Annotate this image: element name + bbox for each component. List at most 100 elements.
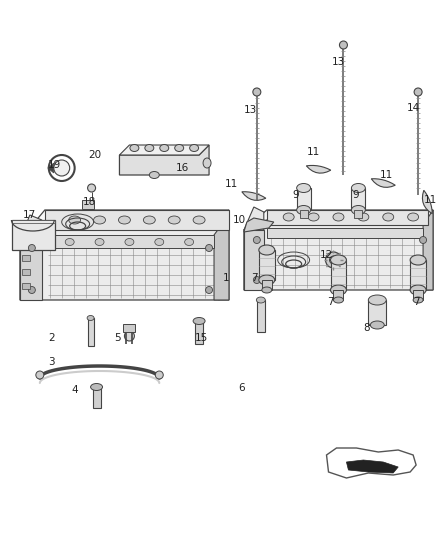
Bar bbox=[300, 210, 307, 218]
Ellipse shape bbox=[256, 297, 265, 303]
Polygon shape bbox=[306, 165, 331, 173]
Ellipse shape bbox=[205, 245, 212, 252]
Text: 11: 11 bbox=[307, 147, 320, 157]
Bar bbox=[124, 324, 135, 332]
Polygon shape bbox=[423, 210, 433, 290]
Bar bbox=[354, 210, 362, 218]
Text: 19: 19 bbox=[48, 160, 61, 170]
Ellipse shape bbox=[325, 252, 342, 268]
Ellipse shape bbox=[331, 255, 346, 265]
Text: 11: 11 bbox=[424, 195, 437, 205]
Text: 16: 16 bbox=[176, 163, 189, 173]
Ellipse shape bbox=[410, 255, 426, 265]
Ellipse shape bbox=[414, 88, 422, 96]
Ellipse shape bbox=[175, 144, 184, 151]
Ellipse shape bbox=[65, 238, 74, 246]
Ellipse shape bbox=[253, 277, 260, 284]
Ellipse shape bbox=[413, 297, 423, 303]
Polygon shape bbox=[20, 210, 229, 240]
Text: 5: 5 bbox=[114, 333, 121, 343]
Ellipse shape bbox=[331, 285, 346, 295]
Ellipse shape bbox=[28, 245, 35, 252]
Text: 2: 2 bbox=[49, 333, 55, 343]
Bar bbox=[12, 220, 55, 223]
Ellipse shape bbox=[28, 287, 35, 294]
Ellipse shape bbox=[130, 144, 139, 151]
Bar bbox=[368, 300, 386, 325]
Ellipse shape bbox=[87, 316, 94, 320]
Bar bbox=[333, 290, 343, 300]
Ellipse shape bbox=[155, 238, 164, 246]
Text: 13: 13 bbox=[244, 105, 258, 115]
Bar bbox=[331, 260, 346, 290]
Ellipse shape bbox=[160, 144, 169, 151]
Ellipse shape bbox=[118, 216, 131, 224]
Ellipse shape bbox=[333, 297, 343, 303]
Ellipse shape bbox=[297, 183, 311, 192]
Ellipse shape bbox=[351, 206, 365, 214]
Text: 9: 9 bbox=[292, 190, 299, 200]
Ellipse shape bbox=[145, 144, 154, 151]
Text: 8: 8 bbox=[363, 323, 370, 333]
Ellipse shape bbox=[262, 287, 272, 293]
Polygon shape bbox=[244, 230, 264, 290]
Bar bbox=[262, 280, 272, 290]
Ellipse shape bbox=[420, 237, 427, 244]
Polygon shape bbox=[20, 230, 219, 300]
Text: 15: 15 bbox=[194, 333, 208, 343]
Text: 20: 20 bbox=[88, 150, 101, 160]
Ellipse shape bbox=[408, 213, 419, 221]
Text: 9: 9 bbox=[352, 190, 359, 200]
Polygon shape bbox=[267, 228, 423, 238]
Text: 17: 17 bbox=[23, 210, 36, 220]
Bar bbox=[259, 250, 275, 280]
Ellipse shape bbox=[253, 88, 261, 96]
Text: 11: 11 bbox=[224, 179, 237, 189]
Ellipse shape bbox=[193, 216, 205, 224]
Text: 12: 12 bbox=[320, 250, 333, 260]
Polygon shape bbox=[214, 215, 229, 300]
Ellipse shape bbox=[95, 238, 104, 246]
Ellipse shape bbox=[370, 321, 384, 329]
Ellipse shape bbox=[125, 238, 134, 246]
Ellipse shape bbox=[420, 277, 427, 284]
Polygon shape bbox=[428, 210, 433, 290]
Ellipse shape bbox=[193, 318, 205, 325]
Polygon shape bbox=[267, 210, 428, 225]
Polygon shape bbox=[346, 460, 398, 473]
Bar bbox=[257, 300, 265, 332]
Ellipse shape bbox=[205, 287, 212, 294]
Ellipse shape bbox=[190, 144, 198, 151]
Polygon shape bbox=[12, 220, 55, 250]
Text: 7: 7 bbox=[413, 297, 420, 307]
Ellipse shape bbox=[143, 216, 155, 224]
Polygon shape bbox=[20, 215, 42, 240]
Text: 1: 1 bbox=[223, 273, 229, 283]
Ellipse shape bbox=[368, 295, 386, 305]
Polygon shape bbox=[45, 210, 229, 230]
Ellipse shape bbox=[339, 41, 347, 49]
Bar bbox=[22, 269, 30, 275]
Ellipse shape bbox=[54, 160, 70, 176]
Text: 11: 11 bbox=[380, 170, 393, 180]
Ellipse shape bbox=[351, 183, 365, 192]
Bar bbox=[22, 255, 30, 261]
Ellipse shape bbox=[333, 213, 344, 221]
Bar bbox=[81, 200, 94, 209]
Polygon shape bbox=[48, 163, 54, 173]
Polygon shape bbox=[371, 179, 395, 187]
Bar bbox=[297, 188, 311, 210]
Bar bbox=[88, 318, 94, 346]
Ellipse shape bbox=[124, 331, 134, 341]
Polygon shape bbox=[219, 210, 229, 300]
Polygon shape bbox=[120, 145, 209, 155]
Text: 13: 13 bbox=[332, 57, 345, 67]
Bar bbox=[410, 260, 426, 290]
Text: 6: 6 bbox=[239, 383, 245, 393]
Ellipse shape bbox=[358, 213, 369, 221]
Polygon shape bbox=[244, 220, 428, 290]
Ellipse shape bbox=[88, 184, 95, 192]
Ellipse shape bbox=[36, 371, 44, 379]
Ellipse shape bbox=[259, 275, 275, 285]
Ellipse shape bbox=[308, 213, 319, 221]
